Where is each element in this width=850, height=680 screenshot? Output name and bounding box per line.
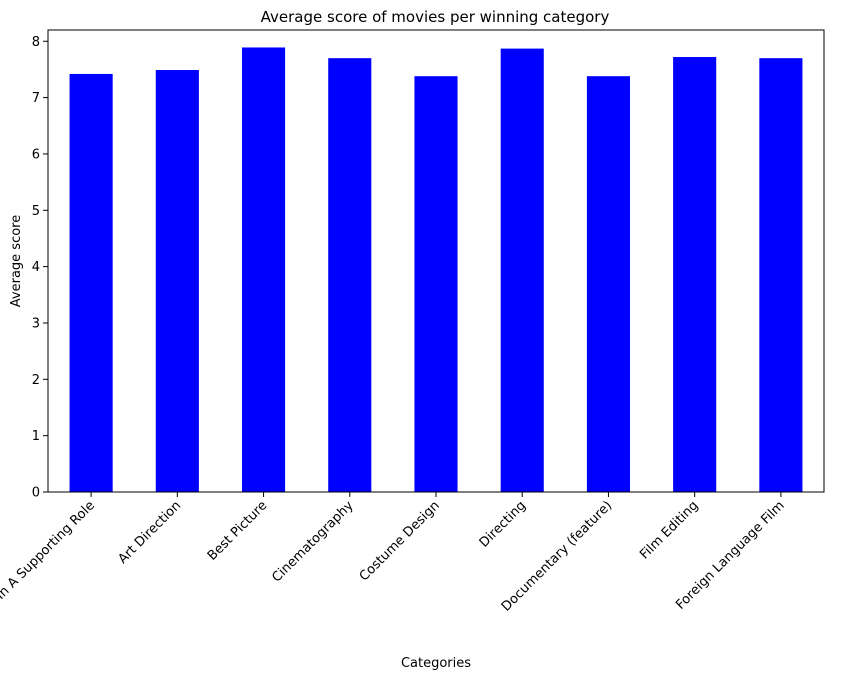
- y-tick-label: 4: [32, 260, 40, 275]
- y-tick-label: 5: [32, 204, 40, 219]
- bar-9: [759, 58, 803, 493]
- bars-group: [69, 47, 803, 493]
- y-tick-label: 1: [32, 429, 40, 444]
- y-tick-label: 7: [32, 91, 40, 106]
- bar-8: [673, 57, 717, 492]
- bar-6: [500, 48, 544, 493]
- x-tick-label: Directing: [477, 498, 529, 550]
- x-tick-label: Actress In A Supporting Role: [0, 498, 98, 639]
- bar-3: [242, 47, 286, 492]
- x-tick-label: Film Editing: [637, 498, 701, 562]
- x-tick-label: Best Picture: [205, 498, 271, 564]
- chart-title: Average score of movies per winning cate…: [261, 8, 610, 26]
- bar-4: [328, 58, 372, 493]
- x-tick-label: Art Direction: [115, 498, 184, 567]
- y-axis-label: Average score: [9, 215, 24, 307]
- bar-1: [69, 73, 113, 492]
- y-tick-label: 6: [32, 147, 40, 162]
- y-tick-label: 2: [32, 373, 40, 388]
- bar-2: [155, 70, 199, 492]
- x-tick-label: Cinematography: [269, 498, 356, 585]
- y-tick-label: 3: [32, 316, 40, 331]
- bar-5: [414, 76, 458, 492]
- x-tick-label: Costume Design: [357, 498, 443, 584]
- y-tick-label: 8: [32, 35, 40, 50]
- y-tick-label: 0: [32, 486, 40, 501]
- bar-7: [586, 76, 630, 492]
- x-axis-label: Categories: [401, 656, 471, 671]
- y-axis: 0 1 2 3 4 5 6 7 8: [32, 35, 48, 501]
